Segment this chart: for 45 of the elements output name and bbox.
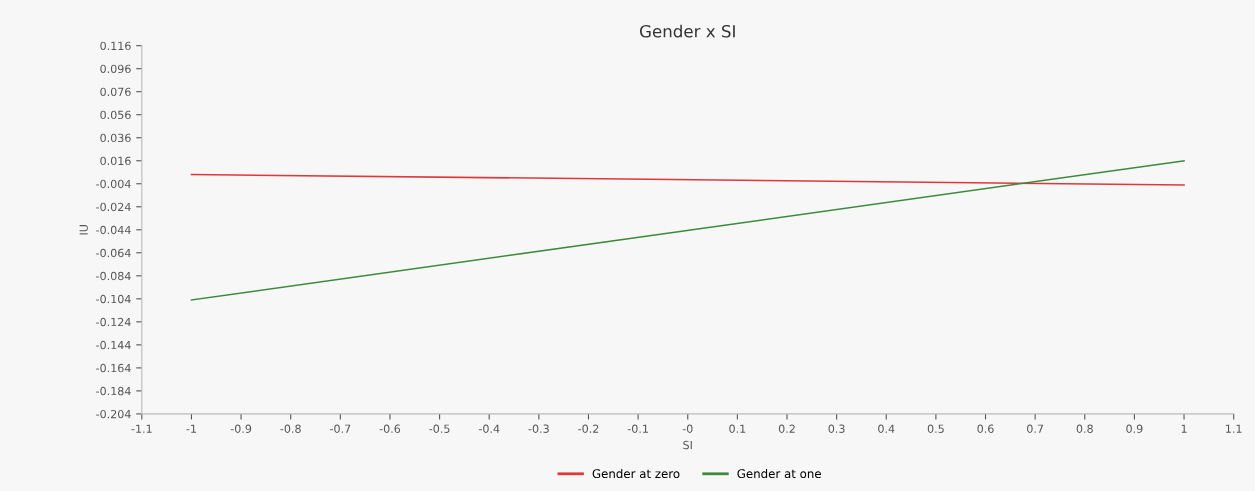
x-tick-label: 0.3 bbox=[828, 424, 845, 433]
y-tick-label: -0.144 bbox=[96, 340, 131, 350]
x-tick-label: -0.4 bbox=[478, 424, 500, 433]
x-tick-label: 0.1 bbox=[729, 424, 746, 433]
y-tick-label: 0.016 bbox=[100, 156, 131, 166]
x-tick-label: 1.1 bbox=[1226, 424, 1242, 433]
x-tick-label: -0.5 bbox=[429, 424, 450, 433]
y-tick-label: -0.064 bbox=[96, 248, 131, 258]
y-tick-label: -0.044 bbox=[96, 225, 131, 235]
x-tick-label: -0.7 bbox=[330, 424, 351, 433]
y-tick-label: -0.124 bbox=[96, 317, 131, 327]
y-tick-label: -0.184 bbox=[96, 386, 131, 396]
x-axis-title: SI bbox=[683, 440, 692, 450]
y-tick-label: -0.104 bbox=[96, 294, 131, 304]
y-tick-label: -0.164 bbox=[96, 363, 131, 373]
x-tick-label: -0.1 bbox=[627, 424, 648, 433]
y-tick-label: 0.036 bbox=[100, 133, 131, 143]
x-tick-label: 0.9 bbox=[1126, 424, 1143, 433]
x-tick-label: -1.1 bbox=[131, 424, 152, 433]
y-tick-label: 0.116 bbox=[100, 41, 131, 51]
x-tick-label: 1 bbox=[1181, 424, 1187, 433]
y-tick-label: -0.024 bbox=[96, 202, 131, 212]
y-axis-title: IU bbox=[79, 225, 88, 235]
x-tick-label: -0.8 bbox=[280, 424, 301, 433]
y-tick-label: 0.056 bbox=[100, 110, 131, 120]
legend-label: Gender at zero bbox=[592, 468, 680, 479]
x-tick-label: 0.6 bbox=[977, 424, 994, 433]
y-tick-label: -0.084 bbox=[96, 271, 131, 281]
x-tick-label: 0.4 bbox=[878, 424, 895, 433]
y-tick-label: -0.204 bbox=[96, 409, 131, 419]
x-tick-label: -0.2 bbox=[578, 424, 599, 433]
x-tick-label: 0.8 bbox=[1076, 424, 1093, 433]
x-tick-label: 0.5 bbox=[927, 424, 944, 433]
chart-title: Gender x SI bbox=[639, 24, 735, 38]
x-tick-label: -0 bbox=[682, 424, 693, 433]
x-tick-label: -0.3 bbox=[528, 424, 549, 433]
x-tick-label: 0.7 bbox=[1027, 424, 1044, 433]
x-tick-label: -0.9 bbox=[230, 424, 252, 433]
x-tick-label: -0.6 bbox=[379, 424, 401, 433]
x-tick-label: 0.2 bbox=[778, 424, 795, 433]
y-tick-label: -0.004 bbox=[96, 179, 131, 189]
legend-label: Gender at one bbox=[737, 468, 821, 479]
y-tick-label: 0.076 bbox=[100, 87, 131, 97]
x-tick-label: -1 bbox=[186, 424, 196, 433]
y-tick-label: 0.096 bbox=[100, 64, 131, 74]
